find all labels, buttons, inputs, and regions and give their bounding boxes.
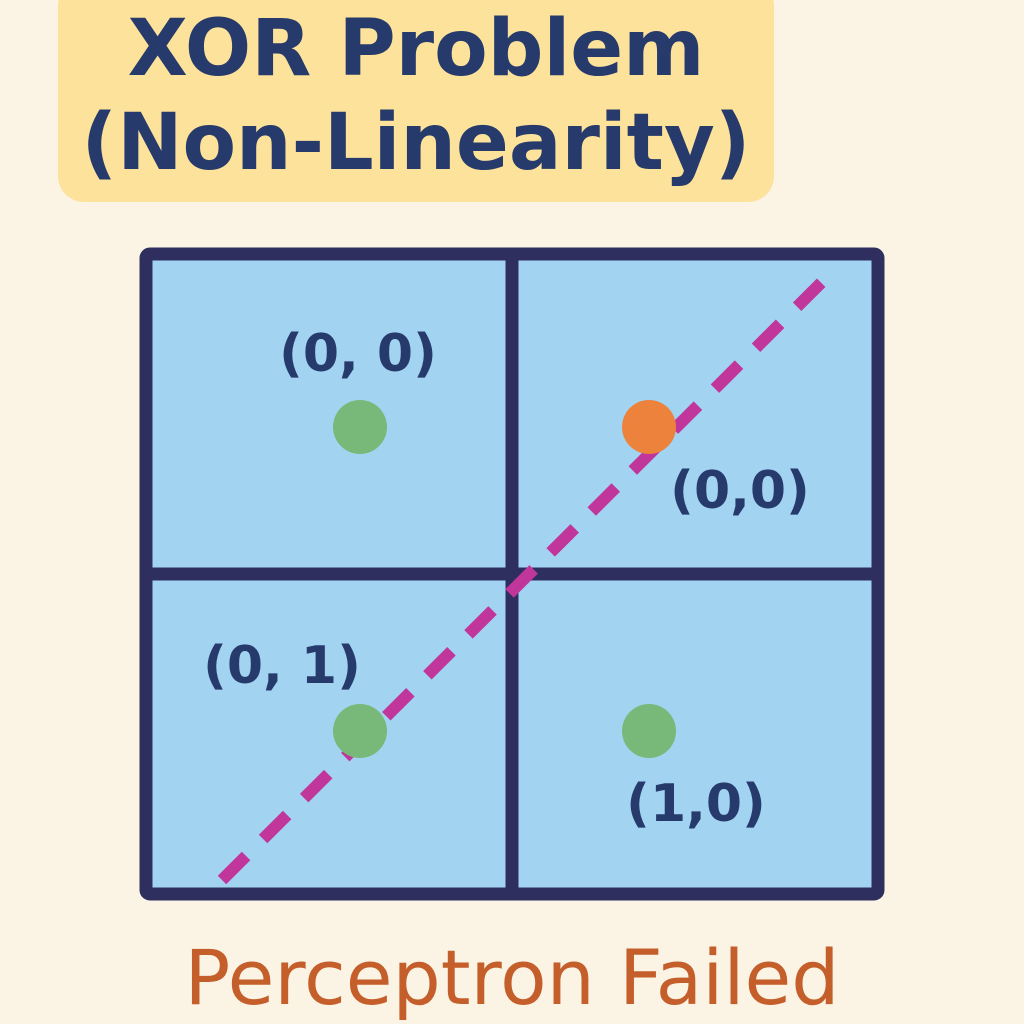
title-line-2: (Non-Linearity) (81, 98, 751, 188)
point-label-bottom-left: (0, 1) (203, 636, 361, 696)
point-label-top-right: (0,0) (670, 461, 810, 521)
point-marker-bottom-right (622, 704, 676, 758)
title-line-1: XOR Problem (127, 4, 705, 94)
point-label-top-left: (0, 0) (279, 324, 437, 384)
point-label-bottom-right: (1,0) (626, 774, 766, 834)
decision-line (217, 261, 843, 885)
grid-border (139, 247, 885, 901)
point-marker-top-left (333, 400, 387, 454)
point-marker-top-right (622, 400, 676, 454)
caption-perceptron-failed: Perceptron Failed (184, 933, 840, 1022)
title-banner (58, 0, 774, 202)
point-marker-bottom-left (333, 704, 387, 758)
